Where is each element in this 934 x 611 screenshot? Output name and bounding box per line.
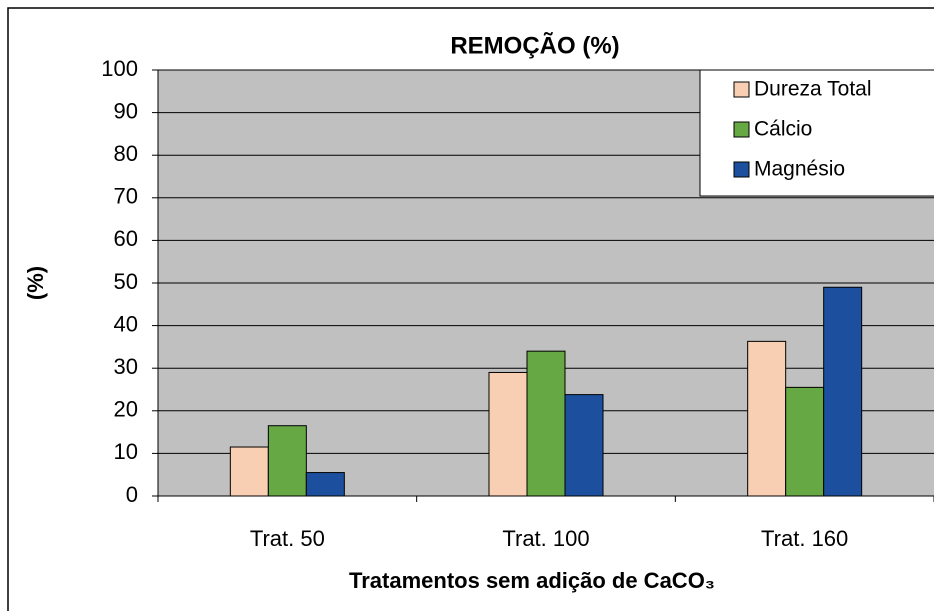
legend-label: Cálcio [754, 118, 812, 141]
legend-swatch [733, 121, 750, 138]
y-tick-label: 10 [114, 439, 138, 464]
x-tick-label: Trat. 100 [502, 526, 589, 551]
y-tick-label: 40 [114, 311, 138, 336]
y-tick-label: 30 [114, 354, 138, 379]
legend-swatch [733, 81, 750, 98]
bar [305, 472, 345, 497]
y-tick-label: 50 [114, 269, 138, 294]
bar [488, 371, 528, 497]
legend-swatch [733, 161, 750, 178]
bar [526, 350, 566, 497]
legend-label: Dureza Total [754, 78, 872, 101]
y-tick-label: 20 [114, 397, 138, 422]
y-tick-label: 70 [114, 184, 138, 209]
y-tick-label: 0 [126, 482, 138, 507]
x-tick-label: Trat. 50 [250, 526, 325, 551]
chart-title: REMOÇÃO (%) [450, 31, 619, 59]
bar [823, 286, 863, 497]
y-tick-label: 60 [114, 226, 138, 251]
y-axis-label: (%) [23, 266, 48, 300]
bar [267, 425, 307, 497]
y-tick-label: 80 [114, 141, 138, 166]
x-tick-label: Trat. 160 [761, 526, 848, 551]
bar [229, 446, 269, 497]
y-tick-label: 100 [101, 56, 138, 81]
x-axis-label: Tratamentos sem adição de CaCO₃ [349, 568, 715, 593]
bar [785, 386, 825, 497]
y-tick-label: 90 [114, 98, 138, 123]
bar [747, 340, 787, 497]
bar [564, 394, 604, 497]
legend-label: Magnésio [754, 158, 845, 181]
